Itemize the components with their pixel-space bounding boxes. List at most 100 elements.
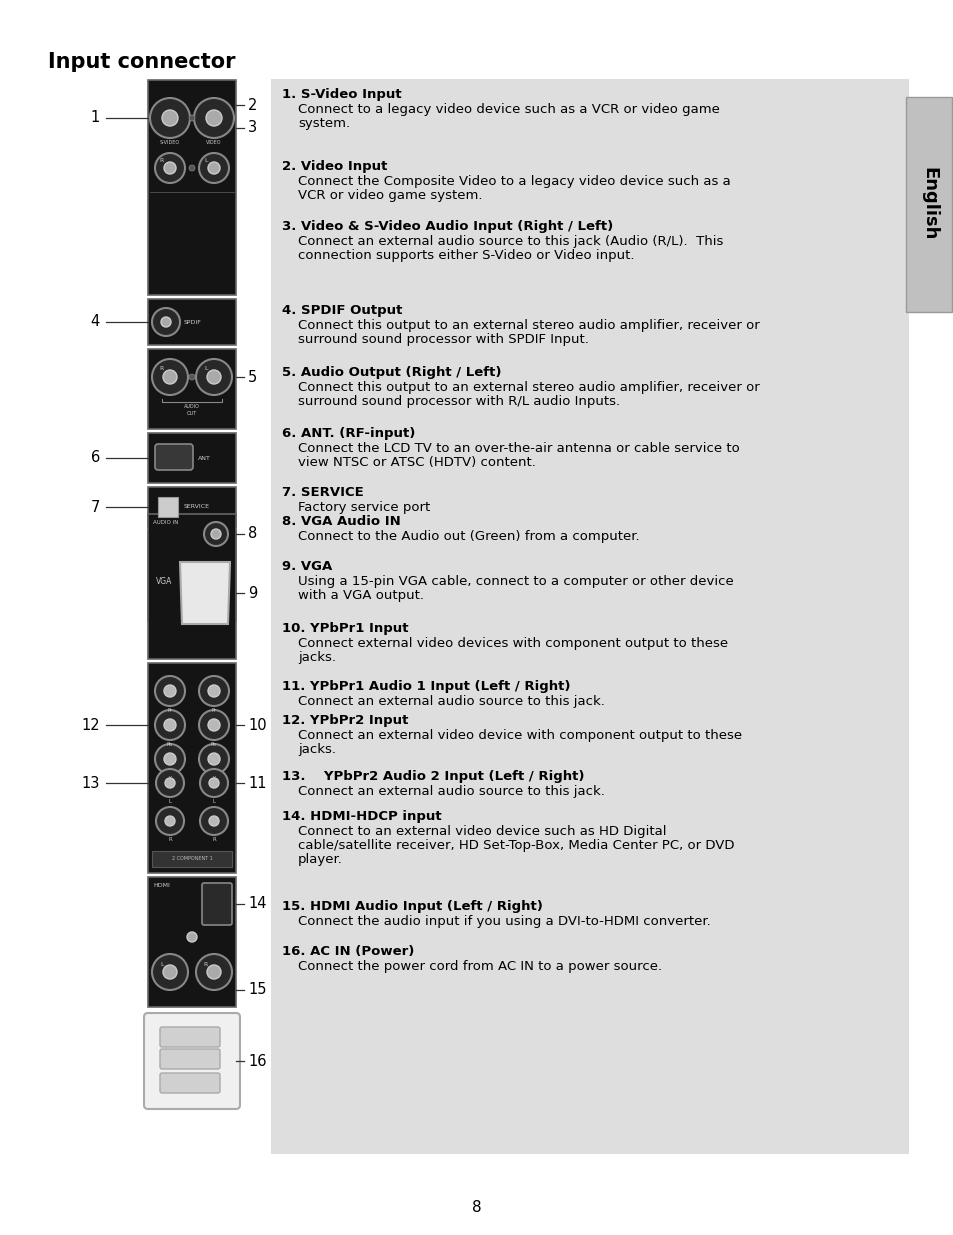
- Text: 10: 10: [248, 718, 266, 732]
- Circle shape: [189, 115, 194, 121]
- Text: 4. SPDIF Output: 4. SPDIF Output: [282, 304, 402, 317]
- Circle shape: [154, 676, 185, 706]
- Bar: [271, 79, 908, 1153]
- Text: R: R: [160, 158, 164, 163]
- FancyBboxPatch shape: [160, 1049, 220, 1070]
- Text: view NTSC or ATSC (HDTV) content.: view NTSC or ATSC (HDTV) content.: [297, 456, 536, 469]
- FancyBboxPatch shape: [148, 487, 235, 527]
- Text: Connect an external audio source to this jack.: Connect an external audio source to this…: [297, 785, 604, 798]
- Text: 12. YPbPr2 Input: 12. YPbPr2 Input: [282, 714, 408, 727]
- Circle shape: [206, 110, 222, 126]
- Text: Connect to an external video device such as HD Digital: Connect to an external video device such…: [297, 825, 666, 839]
- Circle shape: [207, 370, 221, 384]
- Circle shape: [164, 162, 175, 174]
- Text: AUDIO IN: AUDIO IN: [152, 520, 178, 525]
- Circle shape: [207, 965, 221, 979]
- Text: R: R: [168, 837, 172, 842]
- Text: 6: 6: [91, 451, 100, 466]
- Text: 13.    YPbPr2 Audio 2 Input (Left / Right): 13. YPbPr2 Audio 2 Input (Left / Right): [282, 769, 584, 783]
- Circle shape: [154, 743, 185, 774]
- Text: 7. SERVICE: 7. SERVICE: [282, 487, 363, 499]
- Circle shape: [165, 778, 174, 788]
- Circle shape: [200, 806, 228, 835]
- Text: Connect an external audio source to this jack (Audio (R/L).  This: Connect an external audio source to this…: [297, 235, 722, 248]
- FancyBboxPatch shape: [148, 877, 235, 1007]
- Circle shape: [208, 685, 220, 697]
- Text: 13: 13: [82, 776, 100, 790]
- FancyBboxPatch shape: [148, 299, 235, 345]
- Circle shape: [154, 153, 185, 183]
- Text: R: R: [160, 366, 164, 370]
- Text: OUT: OUT: [187, 411, 197, 416]
- Circle shape: [156, 806, 184, 835]
- Circle shape: [156, 769, 184, 797]
- Text: VGA: VGA: [156, 578, 172, 587]
- Text: 6. ANT. (RF-input): 6. ANT. (RF-input): [282, 427, 415, 440]
- Circle shape: [165, 816, 174, 826]
- Text: 11: 11: [248, 776, 266, 790]
- Text: Connect an external video device with component output to these: Connect an external video device with co…: [297, 729, 741, 742]
- Circle shape: [208, 162, 220, 174]
- Text: 8: 8: [248, 526, 257, 541]
- Circle shape: [199, 710, 229, 740]
- Text: 1: 1: [91, 110, 100, 126]
- Text: Connect this output to an external stereo audio amplifier, receiver or: Connect this output to an external stere…: [297, 319, 759, 332]
- Circle shape: [189, 374, 194, 380]
- Circle shape: [208, 753, 220, 764]
- Text: 9. VGA: 9. VGA: [282, 559, 332, 573]
- Circle shape: [164, 753, 175, 764]
- Text: Input connector: Input connector: [48, 52, 235, 72]
- Text: Pb: Pb: [167, 742, 172, 747]
- Text: 4: 4: [91, 315, 100, 330]
- Text: Using a 15-pin VGA cable, connect to a computer or other device: Using a 15-pin VGA cable, connect to a c…: [297, 576, 733, 588]
- Text: VCR or video game system.: VCR or video game system.: [297, 189, 482, 203]
- Circle shape: [187, 932, 196, 942]
- Circle shape: [195, 953, 232, 990]
- Text: Connect the audio input if you using a DVI-to-HDMI converter.: Connect the audio input if you using a D…: [297, 915, 710, 927]
- Text: 14. HDMI-HDCP input: 14. HDMI-HDCP input: [282, 810, 441, 823]
- Text: Connect to a legacy video device such as a VCR or video game: Connect to a legacy video device such as…: [297, 103, 720, 116]
- Text: 2 COMPONENT 1: 2 COMPONENT 1: [172, 857, 213, 862]
- Text: Connect external video devices with component output to these: Connect external video devices with comp…: [297, 637, 727, 650]
- Circle shape: [209, 816, 219, 826]
- Text: R: R: [212, 837, 215, 842]
- Text: 16. AC IN (Power): 16. AC IN (Power): [282, 945, 414, 958]
- Text: HDMI: HDMI: [152, 883, 170, 888]
- FancyBboxPatch shape: [160, 1073, 220, 1093]
- Circle shape: [152, 308, 180, 336]
- Circle shape: [211, 529, 221, 538]
- Text: Pr: Pr: [212, 708, 216, 713]
- Text: Factory service port: Factory service port: [297, 501, 430, 514]
- Bar: [905, 98, 951, 312]
- Text: jacks.: jacks.: [297, 651, 335, 664]
- Text: with a VGA output.: with a VGA output.: [297, 589, 423, 601]
- Circle shape: [208, 719, 220, 731]
- Text: AUDIO: AUDIO: [184, 404, 200, 409]
- Text: 3. Video & S-Video Audio Input (Right / Left): 3. Video & S-Video Audio Input (Right / …: [282, 220, 613, 233]
- Text: 15: 15: [248, 983, 266, 998]
- Circle shape: [163, 370, 177, 384]
- FancyBboxPatch shape: [144, 1013, 240, 1109]
- Text: surround sound processor with R/L audio Inputs.: surround sound processor with R/L audio …: [297, 395, 619, 408]
- Circle shape: [204, 522, 228, 546]
- Circle shape: [152, 953, 188, 990]
- Text: Y: Y: [169, 776, 172, 781]
- Circle shape: [209, 778, 219, 788]
- Text: ANT: ANT: [198, 456, 211, 461]
- Circle shape: [195, 359, 232, 395]
- FancyBboxPatch shape: [148, 433, 235, 483]
- Text: VIDEO: VIDEO: [206, 140, 221, 144]
- Text: 15. HDMI Audio Input (Left / Right): 15. HDMI Audio Input (Left / Right): [282, 900, 542, 913]
- Circle shape: [152, 359, 188, 395]
- Text: Pb: Pb: [211, 742, 216, 747]
- Text: L: L: [169, 799, 172, 804]
- Text: Connect to the Audio out (Green) from a computer.: Connect to the Audio out (Green) from a …: [297, 530, 639, 543]
- Text: 3: 3: [248, 121, 257, 136]
- Text: Connect an external audio source to this jack.: Connect an external audio source to this…: [297, 695, 604, 708]
- Circle shape: [164, 685, 175, 697]
- Text: L: L: [213, 799, 215, 804]
- FancyBboxPatch shape: [148, 663, 235, 873]
- Text: SPDIF: SPDIF: [184, 320, 202, 325]
- Circle shape: [162, 110, 178, 126]
- Text: 14: 14: [248, 897, 266, 911]
